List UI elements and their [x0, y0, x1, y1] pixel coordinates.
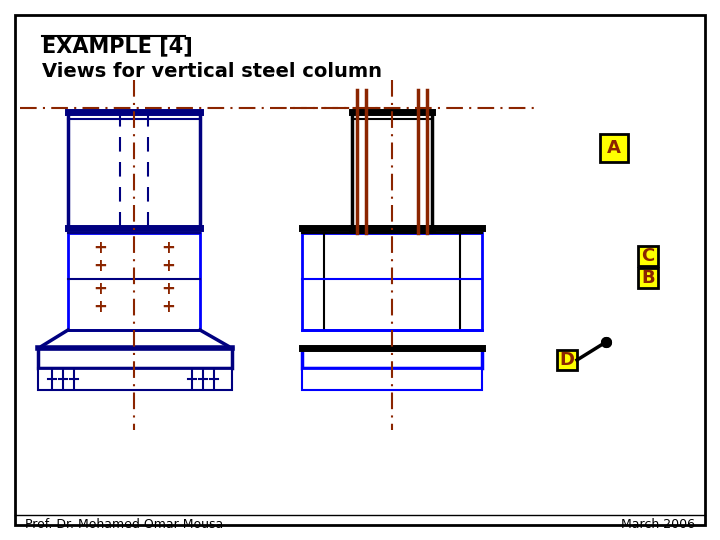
- Text: +: +: [93, 239, 107, 257]
- Text: Prof. Dr. Mohamed Omar Mousa: Prof. Dr. Mohamed Omar Mousa: [25, 517, 223, 530]
- Text: C: C: [642, 247, 654, 265]
- Text: +: +: [161, 298, 175, 316]
- Bar: [302, 368, 482, 390]
- Bar: [352, 112, 432, 228]
- Text: Views for vertical steel column: Views for vertical steel column: [42, 62, 382, 81]
- Bar: [302, 348, 482, 368]
- Text: +: +: [161, 239, 175, 257]
- Bar: [68, 112, 200, 228]
- Bar: [68, 233, 200, 330]
- Bar: [38, 348, 232, 368]
- Text: +: +: [161, 280, 175, 298]
- Text: +: +: [93, 280, 107, 298]
- Bar: [600, 134, 628, 162]
- Bar: [638, 246, 658, 266]
- Bar: [638, 268, 658, 288]
- Text: EXAMPLE [4]: EXAMPLE [4]: [42, 36, 193, 56]
- Text: +: +: [93, 298, 107, 316]
- Text: B: B: [642, 269, 654, 287]
- Text: +: +: [161, 257, 175, 275]
- Text: +: +: [93, 257, 107, 275]
- Text: March 2006: March 2006: [621, 517, 695, 530]
- Text: A: A: [607, 139, 621, 157]
- Bar: [38, 368, 232, 390]
- Text: D: D: [559, 351, 575, 369]
- Bar: [557, 350, 577, 370]
- Bar: [302, 233, 482, 330]
